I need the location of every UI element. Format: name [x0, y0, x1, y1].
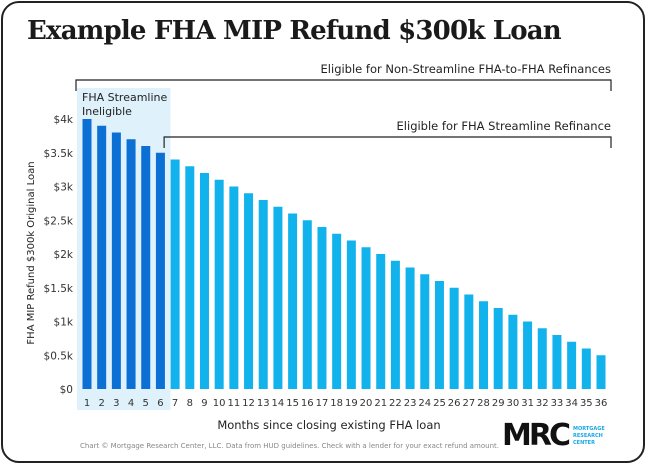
- x-tick-label: 23: [404, 398, 417, 409]
- logo-line: RESEARCH: [572, 432, 603, 439]
- bar-month-7: [170, 159, 180, 389]
- bar-month-33: [552, 335, 562, 389]
- y-tick-label: $1.5k: [44, 283, 74, 295]
- bar-month-24: [420, 274, 430, 389]
- x-tick-label: 1: [84, 398, 90, 409]
- bar-month-2: [97, 125, 107, 389]
- bar-month-35: [581, 348, 591, 389]
- x-tick-label: 19: [345, 398, 358, 409]
- logo-line: CENTER: [572, 439, 595, 446]
- x-tick-label: 2: [98, 398, 104, 409]
- shade-label: FHA Streamline Ineligible: [82, 91, 168, 118]
- bar-month-4: [126, 139, 136, 389]
- x-tick-label: 25: [433, 398, 446, 409]
- x-tick-label: 13: [257, 398, 270, 409]
- non-streamline-bracket: [75, 79, 612, 91]
- bar-month-34: [567, 341, 577, 389]
- x-tick-label: 18: [330, 398, 343, 409]
- x-tick-label: 21: [374, 398, 387, 409]
- x-tick-label: 27: [462, 398, 475, 409]
- x-tick-label: 30: [507, 398, 520, 409]
- bar-month-26: [449, 287, 459, 389]
- logo-subtitle: MORTGAGE RESEARCH CENTER: [573, 426, 605, 447]
- x-tick-label: 11: [227, 398, 240, 409]
- non-streamline-label: Eligible for Non-Streamline FHA-to-FHA R…: [321, 62, 611, 76]
- x-tick-label: 35: [580, 398, 593, 409]
- y-tick-label: $3.5k: [44, 148, 74, 160]
- bar-month-13: [258, 200, 268, 389]
- bar-month-23: [405, 267, 415, 389]
- x-tick-label: 3: [113, 398, 119, 409]
- x-tick-label: 29: [492, 398, 505, 409]
- bar-month-31: [523, 321, 533, 389]
- y-tick-label: $0.5k: [44, 350, 74, 362]
- bar-month-6: [155, 152, 165, 389]
- x-tick-label: 14: [272, 398, 285, 409]
- x-tick-label: 28: [477, 398, 490, 409]
- bar-month-9: [199, 173, 209, 389]
- y-tick-label: $1k: [54, 317, 74, 329]
- x-tick-label: 36: [595, 398, 608, 409]
- x-tick-label: 32: [536, 398, 549, 409]
- x-tick-label: 10: [213, 398, 226, 409]
- bar-month-22: [390, 260, 400, 389]
- bar-month-5: [141, 146, 151, 389]
- bar-month-15: [288, 213, 298, 389]
- bar-month-12: [244, 193, 254, 389]
- bar-month-17: [317, 227, 327, 389]
- y-tick-label: $2k: [54, 249, 74, 261]
- y-tick-label: $3k: [54, 182, 74, 194]
- x-axis-label: Months since closing existing FHA loan: [217, 418, 440, 432]
- x-tick-label: 7: [172, 398, 178, 409]
- bar-month-14: [273, 206, 283, 389]
- ineligible-shade: [77, 88, 171, 410]
- x-tick-label: 20: [360, 398, 373, 409]
- bar-month-29: [493, 308, 503, 389]
- x-tick-label: 24: [418, 398, 431, 409]
- x-tick-label: 17: [316, 398, 329, 409]
- y-tick-label: $4k: [54, 114, 74, 126]
- logo-line: MORTGAGE: [572, 425, 605, 432]
- bar-month-10: [214, 179, 224, 389]
- x-tick-label: 9: [201, 398, 207, 409]
- streamline-bracket: [163, 136, 612, 148]
- x-tick-label: 6: [157, 398, 163, 409]
- bar-month-3: [111, 132, 121, 389]
- x-tick-label: 12: [242, 398, 255, 409]
- bar-month-32: [537, 328, 547, 389]
- bar-month-11: [229, 186, 239, 389]
- x-tick-label: 22: [389, 398, 402, 409]
- y-tick-label: $2.5k: [44, 215, 74, 227]
- bar-month-30: [508, 314, 518, 389]
- bar-month-18: [332, 233, 342, 389]
- mrc-logo: MRC MORTGAGE RESEARCH CENTER: [502, 421, 605, 451]
- x-tick-label: 5: [143, 398, 149, 409]
- x-tick-label: 15: [286, 398, 299, 409]
- x-tick-label: 4: [128, 398, 134, 409]
- x-tick-label: 34: [565, 398, 578, 409]
- bar-month-8: [185, 166, 195, 389]
- bar-month-19: [346, 240, 356, 389]
- streamline-label: Eligible for FHA Streamline Refinance: [397, 119, 611, 133]
- x-tick-label: 31: [521, 398, 534, 409]
- bar-month-28: [479, 301, 489, 389]
- bar-month-1: [82, 119, 92, 389]
- y-tick-label: $0: [60, 384, 73, 396]
- bar-month-25: [434, 281, 444, 389]
- bar-month-36: [596, 355, 606, 389]
- y-axis-label: FHA MIP Refund $300k Original Loan: [26, 161, 37, 344]
- chart-title: Example FHA MIP Refund $300k Loan: [27, 16, 562, 46]
- bar-month-16: [302, 220, 312, 389]
- bar-month-27: [464, 294, 474, 389]
- bar-month-20: [361, 247, 371, 389]
- footer-credit: Chart © Mortgage Research Center, LLC. D…: [80, 442, 499, 450]
- x-tick-label: 26: [448, 398, 461, 409]
- x-tick-label: 8: [187, 398, 193, 409]
- bar-month-21: [376, 254, 386, 389]
- x-tick-label: 16: [301, 398, 314, 409]
- x-tick-label: 33: [551, 398, 564, 409]
- logo-mark: MRC: [502, 418, 571, 453]
